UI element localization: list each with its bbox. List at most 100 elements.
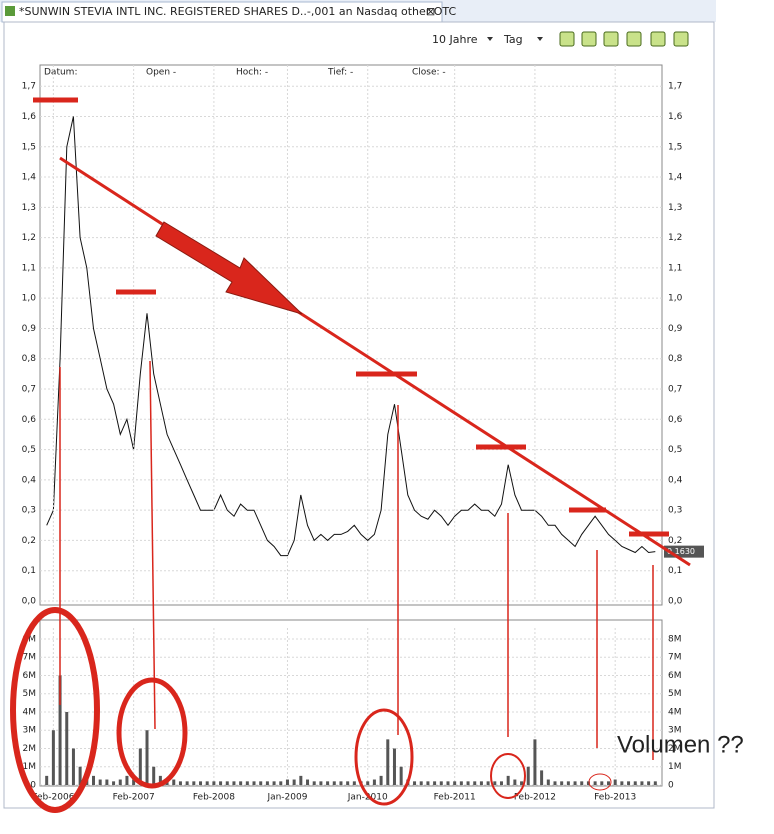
y-tick-label-right: 1,3: [668, 203, 682, 213]
y-tick-label: 1,7: [22, 82, 36, 92]
y-tick-label: 3M: [23, 726, 37, 736]
y-tick-label-right: 0,0: [668, 597, 683, 607]
y-tick-label: 1,1: [22, 263, 36, 273]
volume-bar: [58, 675, 62, 785]
y-tick-label-right: 4M: [668, 707, 682, 717]
volume-bar: [366, 781, 370, 785]
tool-button[interactable]: [603, 31, 619, 47]
volume-bar: [105, 779, 109, 785]
y-tick-label-right: 1,5: [668, 142, 682, 152]
circle: [10, 607, 100, 813]
volume-bar: [493, 781, 497, 785]
tool-button[interactable]: [559, 31, 575, 47]
plot-layer: 0,0 0,0 0,1 0,1 0,2 0,2 0,3 0,3 0,4 0,4 0,5 0,5 0,6 0…: [22, 65, 704, 803]
circle: [588, 773, 612, 791]
volume-bar: [252, 781, 256, 785]
volume-bar: [540, 770, 544, 785]
y-tick-label-right: 0,5: [668, 445, 682, 455]
tab-title: *SUNWIN STEVIA INTL INC. REGISTERED SHAR…: [19, 5, 457, 18]
x-tick-label: Jan-2010: [347, 793, 388, 803]
y-tick-label: 0: [30, 781, 36, 791]
volume-bar: [546, 779, 550, 785]
y-tick-label: 0,5: [22, 445, 36, 455]
volume-bar: [232, 781, 236, 785]
y-tick-label: 0,1: [22, 566, 36, 576]
volume-bar: [433, 781, 437, 785]
y-tick-label: 0,6: [22, 415, 37, 425]
volume-bar: [245, 781, 249, 785]
y-tick-label: 7M: [23, 653, 37, 663]
tab-close[interactable]: ⊠: [426, 5, 435, 18]
circle: [116, 677, 188, 789]
volume-bar: [272, 781, 276, 785]
volume-bar: [199, 781, 203, 785]
panel: [3, 21, 715, 809]
volume-bar: [45, 775, 49, 785]
volume-bar: [78, 766, 82, 785]
volume-bar: [466, 781, 470, 785]
link-line: [149, 360, 156, 730]
volume-bar: [285, 779, 289, 785]
y-tick-label: 0,8: [22, 354, 37, 364]
y-tick-label-right: 1,4: [668, 173, 683, 183]
volume-bar: [326, 781, 330, 785]
x-tick-label: Jan-2009: [266, 793, 307, 803]
volume-bar: [613, 779, 617, 785]
volume-bar: [647, 781, 651, 785]
volume-bar: [446, 781, 450, 785]
y-tick-label-right: 8M: [668, 634, 682, 644]
volume-bar: [239, 781, 243, 785]
tab-icon: [5, 6, 15, 16]
volume-bar: [125, 775, 129, 785]
volume-bar: [386, 739, 390, 785]
y-tick-label-right: 1,6: [668, 112, 683, 122]
y-tick-label-right: 0,8: [668, 354, 683, 364]
volume-bar: [145, 730, 149, 785]
y-tick-label: 0,7: [22, 385, 36, 395]
volume-bar: [439, 781, 443, 785]
y-tick-label-right: 0: [668, 781, 674, 791]
volume-bar: [627, 781, 631, 785]
volume-circles: [10, 607, 612, 813]
y-tick-label-right: 0,1: [668, 566, 682, 576]
volume-bar: [573, 781, 577, 785]
y-tick-label: 1,4: [22, 173, 37, 183]
range-select[interactable]: 10 Jahre: [432, 33, 478, 46]
volume-bar: [453, 781, 457, 785]
volume-bar: [419, 781, 423, 785]
volume-bar: [292, 779, 296, 785]
toolbar-buttons: [559, 31, 689, 47]
volume-bar: [219, 781, 223, 785]
volume-bar: [520, 781, 524, 785]
y-tick-label-right: 1,2: [668, 233, 682, 243]
volume-bar: [306, 779, 310, 785]
volume-bar: [586, 781, 590, 785]
annotations: Volumen ??: [10, 97, 744, 813]
price-line: [46, 116, 656, 557]
interval-select[interactable]: Tag: [503, 33, 523, 46]
y-tick-label: 6M: [23, 671, 37, 681]
dropdown-arrow[interactable]: [487, 37, 493, 41]
x-tick-label: Feb-2008: [193, 793, 235, 803]
volume-bar: [352, 781, 356, 785]
y-tick-label-right: 6M: [668, 671, 682, 681]
y-tick-label-right: 0,9: [668, 324, 683, 334]
x-tick-label: Feb-2006: [32, 793, 74, 803]
volume-bar: [499, 781, 503, 785]
x-tick-label: Feb-2011: [434, 793, 476, 803]
dropdown-arrow[interactable]: [537, 37, 543, 41]
y-tick-label-right: 0,7: [668, 385, 682, 395]
tool-button[interactable]: [581, 31, 597, 47]
volume-bar: [479, 781, 483, 785]
tool-button[interactable]: [626, 31, 642, 47]
volume-bar: [259, 781, 263, 785]
volume-bar: [640, 781, 644, 785]
volume-bar: [506, 775, 510, 785]
tool-button[interactable]: [650, 31, 666, 47]
y-tick-label-right: 3M: [668, 726, 682, 736]
volume-bar: [426, 781, 430, 785]
y-tick-label-right: 1M: [668, 762, 682, 772]
tool-button[interactable]: [673, 31, 689, 47]
info-label: Tief: -: [327, 68, 353, 78]
